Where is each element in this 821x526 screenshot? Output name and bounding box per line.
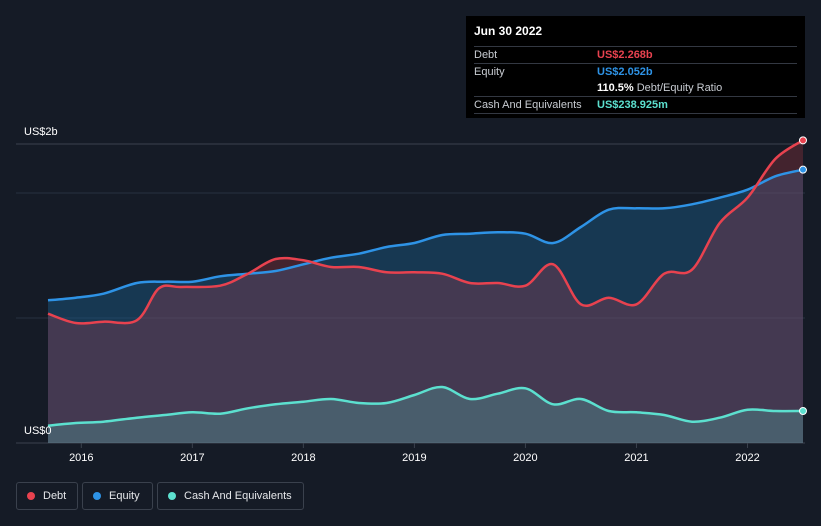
x-tick-label: 2020 bbox=[513, 452, 537, 464]
debt-area bbox=[48, 140, 803, 444]
equity-line bbox=[47, 168, 804, 302]
tooltip-date: Jun 30 2022 bbox=[474, 24, 543, 38]
y-tick-bottom: US$0 bbox=[24, 425, 52, 437]
tooltip-value: 110.5% bbox=[597, 82, 634, 94]
x-tick-label: 2019 bbox=[402, 452, 426, 464]
x-tick-label: 2016 bbox=[69, 452, 93, 464]
tooltip-extra: Debt/Equity Ratio bbox=[636, 82, 723, 94]
tooltip-value: US$238.925m bbox=[597, 99, 668, 111]
cash-legend-dot-icon bbox=[168, 492, 176, 500]
tooltip: Jun 30 2022 Debt US$2.268b Equity US$2.0… bbox=[466, 16, 805, 118]
tooltip-label: Debt bbox=[474, 49, 498, 61]
x-tick-label: 2017 bbox=[180, 452, 204, 464]
tooltip-row-ratio: 110.5% Debt/Equity Ratio bbox=[474, 80, 797, 96]
x-tick-label: 2022 bbox=[735, 452, 759, 464]
legend-equity[interactable]: Equity bbox=[82, 482, 153, 510]
legend-label: Cash And Equivalents bbox=[184, 490, 292, 502]
tooltip-label bbox=[474, 80, 597, 96]
tooltip-label: Equity bbox=[474, 66, 505, 78]
x-tick-label: 2021 bbox=[624, 452, 648, 464]
legend-cash[interactable]: Cash And Equivalents bbox=[157, 482, 304, 510]
cash-line bbox=[47, 385, 804, 427]
tooltip-row-debt: Debt US$2.268b bbox=[474, 46, 797, 63]
legend-label: Equity bbox=[109, 490, 140, 502]
cash-end-dot bbox=[799, 407, 807, 415]
equity-end-dot bbox=[799, 165, 807, 174]
legend-label: Debt bbox=[43, 490, 67, 502]
y-tick-top: US$2b bbox=[24, 126, 58, 138]
legend-debt[interactable]: Debt bbox=[16, 482, 78, 510]
tooltip-row-cash: Cash And Equivalents US$238.925m bbox=[474, 96, 797, 114]
cash-area bbox=[48, 386, 803, 443]
tooltip-value: US$2.268b bbox=[597, 49, 653, 61]
debt-end-dot bbox=[799, 136, 807, 145]
debt-legend-dot-icon bbox=[27, 492, 35, 500]
debt-line bbox=[47, 139, 804, 325]
tooltip-label: Cash And Equivalents bbox=[474, 99, 582, 111]
equity-legend-dot-icon bbox=[93, 492, 101, 500]
tooltip-value: US$2.052b bbox=[597, 66, 653, 78]
x-tick-label: 2018 bbox=[291, 452, 315, 464]
equity-area bbox=[48, 169, 803, 443]
tooltip-row-equity: Equity US$2.052b bbox=[474, 63, 797, 80]
